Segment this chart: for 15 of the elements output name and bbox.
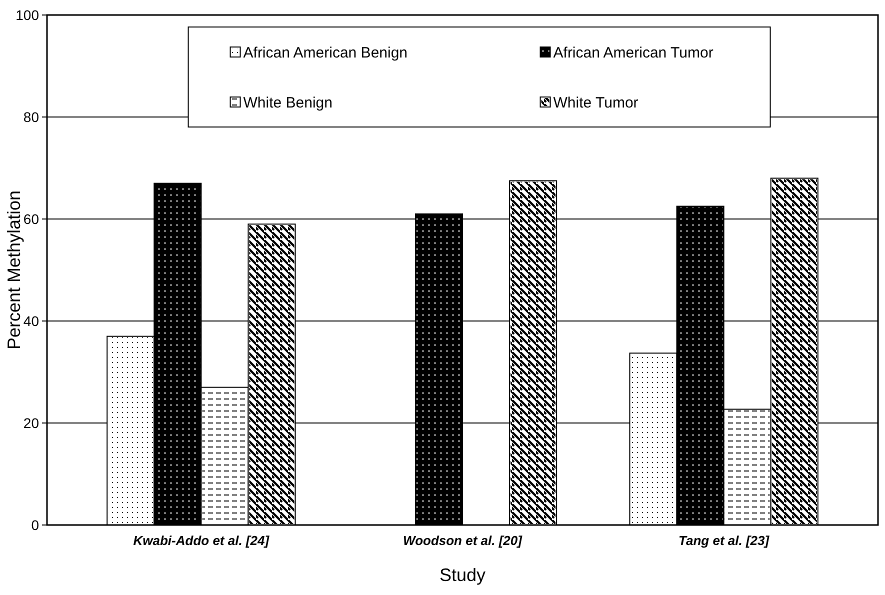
- x-tick-label: Woodson et al. [20]: [403, 533, 523, 548]
- y-tick-label: 40: [23, 312, 40, 329]
- legend-label: African American Benign: [243, 44, 408, 62]
- y-tick-label: 60: [23, 210, 40, 227]
- legend-label: White Tumor: [553, 94, 638, 112]
- y-tick-label: 0: [31, 516, 40, 533]
- x-axis-title: Study: [439, 565, 486, 585]
- x-tick-label: Tang et al. [23]: [678, 533, 770, 548]
- x-tick-label: Kwabi-Addo et al. [24]: [133, 533, 270, 548]
- y-axis-title: Percent Methylation: [4, 190, 24, 350]
- y-tick-label: 80: [23, 108, 40, 125]
- y-tick-label: 20: [23, 414, 40, 431]
- legend-label: White Benign: [243, 94, 332, 112]
- legend-label: African American Tumor: [553, 44, 714, 62]
- y-tick-label: 100: [16, 6, 40, 23]
